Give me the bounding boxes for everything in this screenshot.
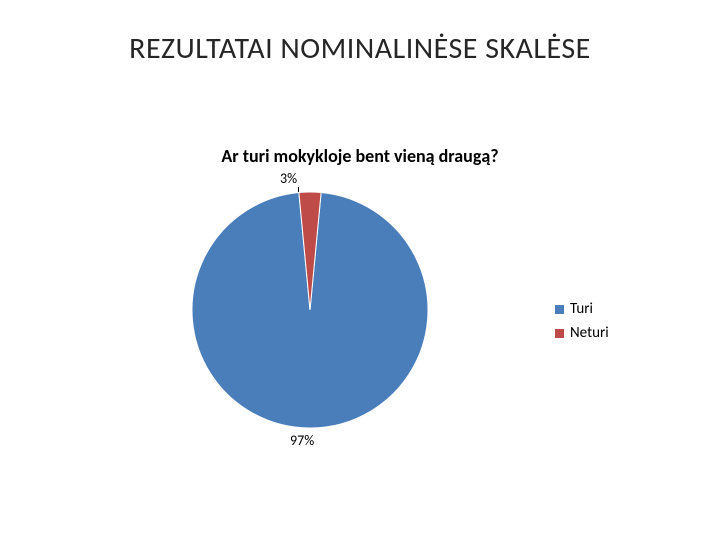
legend-label-neturi: Neturi [570, 324, 609, 342]
chart-title: Ar turi mokykloje bent vieną draugą? [0, 145, 720, 167]
pie-label-large: 97% [290, 432, 314, 449]
legend-label-turi: Turi [570, 300, 593, 318]
pie-chart [190, 190, 430, 430]
legend-swatch-neturi [555, 329, 564, 338]
legend-item-neturi: Neturi [555, 324, 609, 342]
legend-item-turi: Turi [555, 300, 609, 318]
pie-svg [190, 190, 430, 430]
slide: REZULTATAI NOMINALINĖSE SKALĖSE Ar turi … [0, 0, 720, 540]
legend: Turi Neturi [555, 300, 609, 348]
pie-label-small: 3% [280, 170, 297, 187]
page-title: REZULTATAI NOMINALINĖSE SKALĖSE [0, 30, 720, 67]
legend-swatch-turi [555, 305, 564, 314]
